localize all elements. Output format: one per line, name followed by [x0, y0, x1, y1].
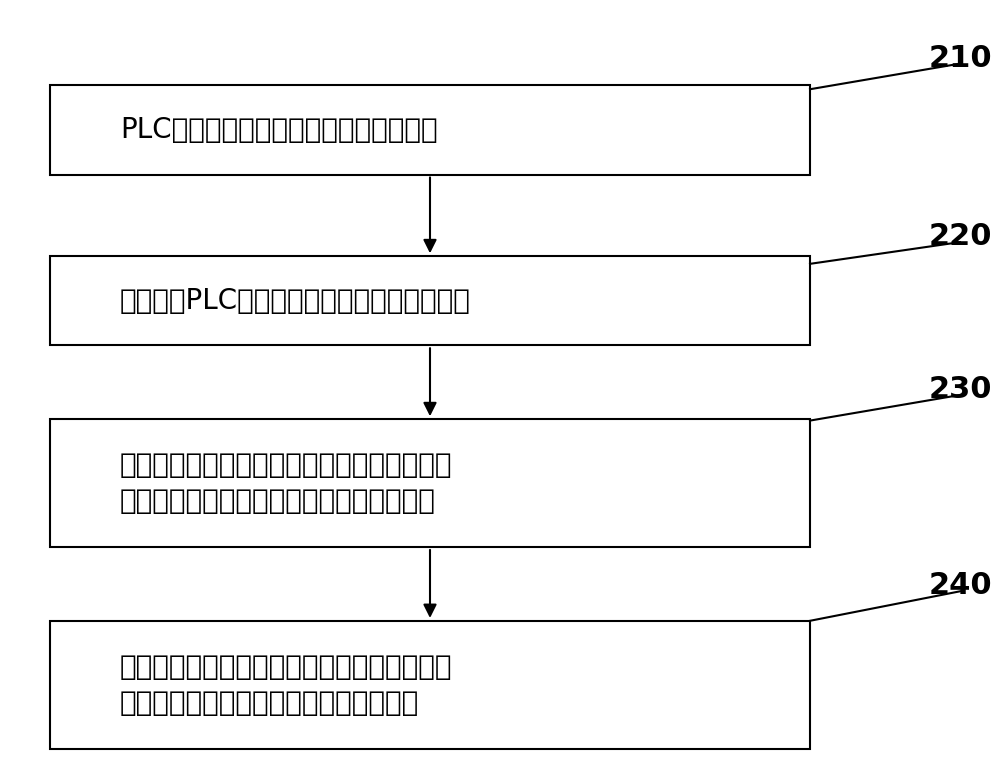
Text: 220: 220: [928, 222, 992, 251]
Text: 230: 230: [928, 375, 992, 404]
Text: 形化的界面呈现所述卷扬机系统的运行状态: 形化的界面呈现所述卷扬机系统的运行状态: [120, 487, 436, 515]
Text: 时，监控上位机提供出现故障的报警信息: 时，监控上位机提供出现故障的报警信息: [120, 688, 419, 717]
Bar: [50, 621, 810, 749]
Text: 监控上位机接收卷扬机系统的运行状态并以图: 监控上位机接收卷扬机系统的运行状态并以图: [120, 451, 452, 480]
Bar: [50, 85, 810, 175]
Text: 210: 210: [928, 43, 992, 73]
Text: PLC系统监控所述卷扬机系统的运行状态: PLC系统监控所述卷扬机系统的运行状态: [120, 116, 438, 144]
Bar: [50, 419, 810, 547]
Text: 交换机从PLC系统接收卷扬机系统的运行状态: 交换机从PLC系统接收卷扬机系统的运行状态: [120, 286, 471, 315]
Bar: [50, 256, 810, 345]
Text: 240: 240: [928, 571, 992, 601]
Text: 当所述卷扬机系统的电气部件的运行出现故障: 当所述卷扬机系统的电气部件的运行出现故障: [120, 653, 452, 681]
